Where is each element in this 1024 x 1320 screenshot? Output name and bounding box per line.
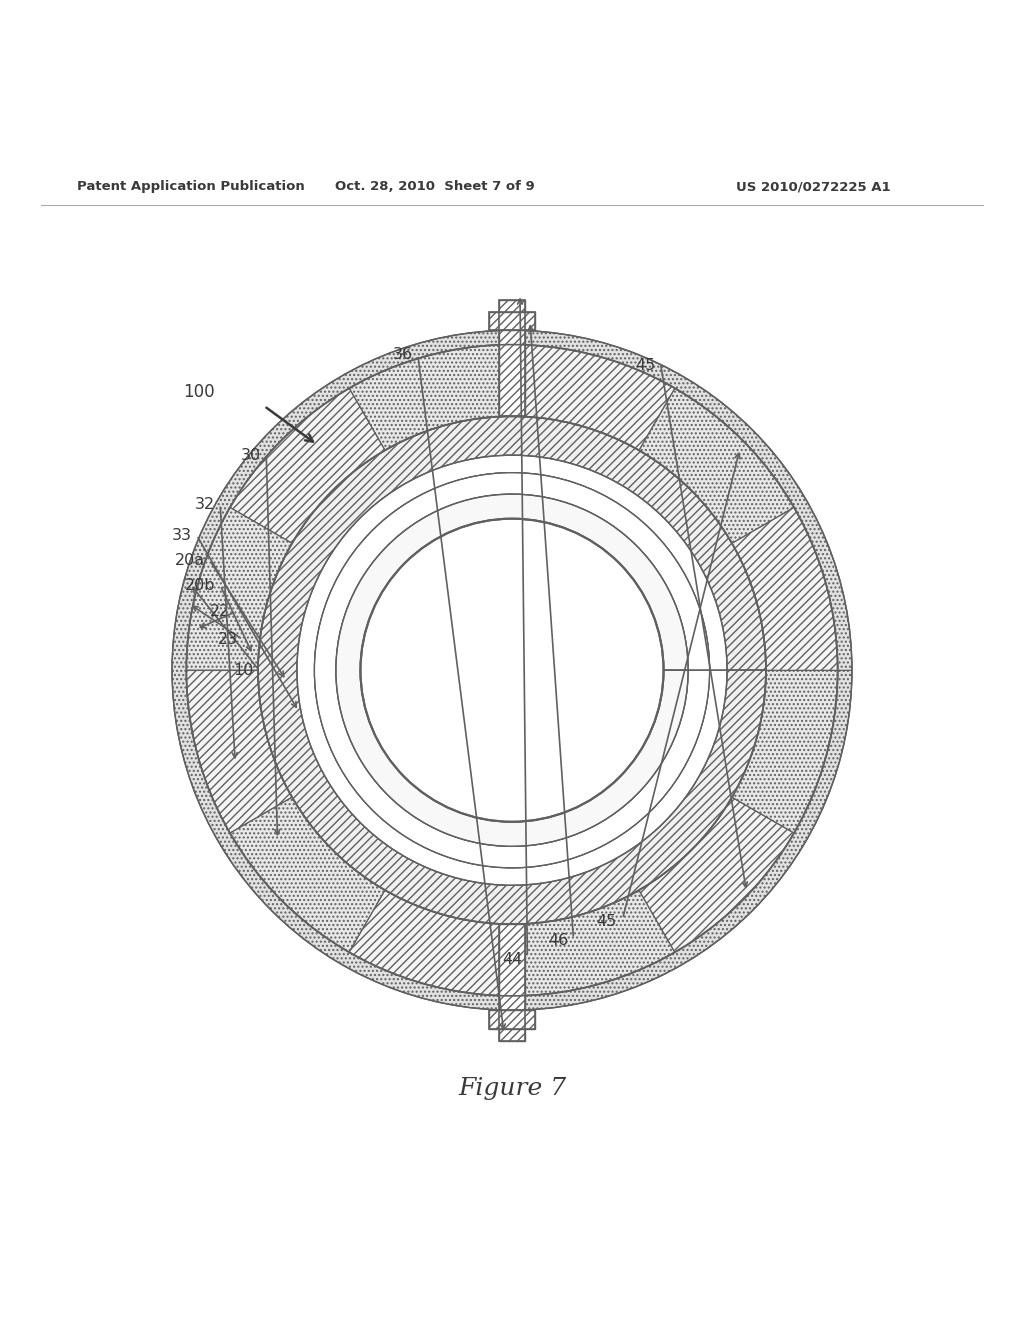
Polygon shape: [186, 507, 292, 671]
Polygon shape: [230, 797, 385, 952]
Polygon shape: [349, 890, 512, 995]
Polygon shape: [172, 330, 852, 1010]
Bar: [499, 300, 525, 416]
Text: 46: 46: [548, 933, 568, 948]
Bar: [499, 300, 525, 416]
Polygon shape: [639, 388, 794, 544]
Polygon shape: [258, 416, 766, 924]
Text: 33: 33: [171, 528, 191, 543]
Text: 45: 45: [596, 913, 616, 929]
Text: 23: 23: [217, 632, 238, 647]
Polygon shape: [230, 388, 385, 544]
Circle shape: [360, 519, 664, 822]
Bar: [499, 924, 525, 1041]
Text: 22: 22: [210, 605, 230, 619]
Polygon shape: [349, 345, 512, 450]
Text: 44: 44: [502, 952, 522, 966]
Text: US 2010/0272225 A1: US 2010/0272225 A1: [736, 181, 891, 194]
Polygon shape: [336, 494, 688, 846]
Polygon shape: [512, 345, 675, 450]
Text: 20a: 20a: [175, 553, 205, 568]
Text: 10: 10: [233, 663, 254, 677]
Text: Figure 7: Figure 7: [458, 1077, 566, 1100]
Polygon shape: [512, 890, 675, 995]
Text: Oct. 28, 2010  Sheet 7 of 9: Oct. 28, 2010 Sheet 7 of 9: [335, 181, 536, 194]
Bar: [489, 1010, 535, 1028]
Bar: [499, 924, 525, 1041]
Text: 30: 30: [241, 447, 261, 463]
Polygon shape: [297, 455, 727, 886]
Polygon shape: [639, 797, 794, 952]
Text: 100: 100: [183, 383, 215, 401]
Polygon shape: [732, 507, 838, 671]
Bar: [489, 312, 535, 330]
Text: 45: 45: [635, 358, 655, 372]
Polygon shape: [186, 671, 292, 833]
Text: 36: 36: [392, 347, 413, 363]
Bar: [489, 1010, 535, 1028]
Bar: [489, 312, 535, 330]
Text: 20b: 20b: [184, 578, 215, 593]
Polygon shape: [314, 473, 710, 867]
Text: Patent Application Publication: Patent Application Publication: [77, 181, 304, 194]
Text: 32: 32: [195, 496, 215, 512]
Polygon shape: [732, 671, 838, 833]
